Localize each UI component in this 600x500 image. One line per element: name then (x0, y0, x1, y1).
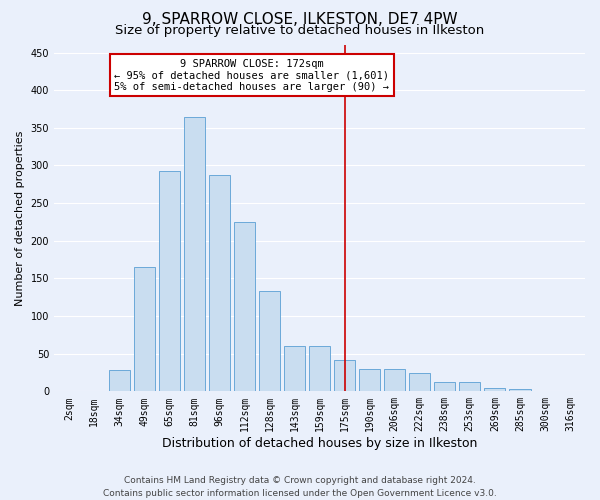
Y-axis label: Number of detached properties: Number of detached properties (15, 130, 25, 306)
Bar (409, 374, 430, 392)
Bar (359, 368, 380, 392)
Bar (434, 382, 455, 392)
Bar (134, 267, 155, 392)
Bar (209, 176, 230, 392)
Text: 9 SPARROW CLOSE: 172sqm
← 95% of detached houses are smaller (1,601)
5% of semi-: 9 SPARROW CLOSE: 172sqm ← 95% of detache… (115, 58, 389, 92)
Text: Size of property relative to detached houses in Ilkeston: Size of property relative to detached ho… (115, 24, 485, 37)
Bar (309, 346, 330, 392)
Bar (184, 116, 205, 392)
Bar (484, 388, 505, 392)
Bar (459, 382, 481, 392)
Text: Contains HM Land Registry data © Crown copyright and database right 2024.
Contai: Contains HM Land Registry data © Crown c… (103, 476, 497, 498)
X-axis label: Distribution of detached houses by size in Ilkeston: Distribution of detached houses by size … (162, 437, 477, 450)
Text: 9, SPARROW CLOSE, ILKESTON, DE7 4PW: 9, SPARROW CLOSE, ILKESTON, DE7 4PW (142, 12, 458, 28)
Bar (259, 291, 280, 392)
Bar (384, 368, 406, 392)
Bar (334, 360, 355, 392)
Bar (234, 222, 255, 392)
Bar (109, 370, 130, 392)
Bar (509, 389, 530, 392)
Bar (158, 170, 180, 392)
Bar (284, 346, 305, 392)
